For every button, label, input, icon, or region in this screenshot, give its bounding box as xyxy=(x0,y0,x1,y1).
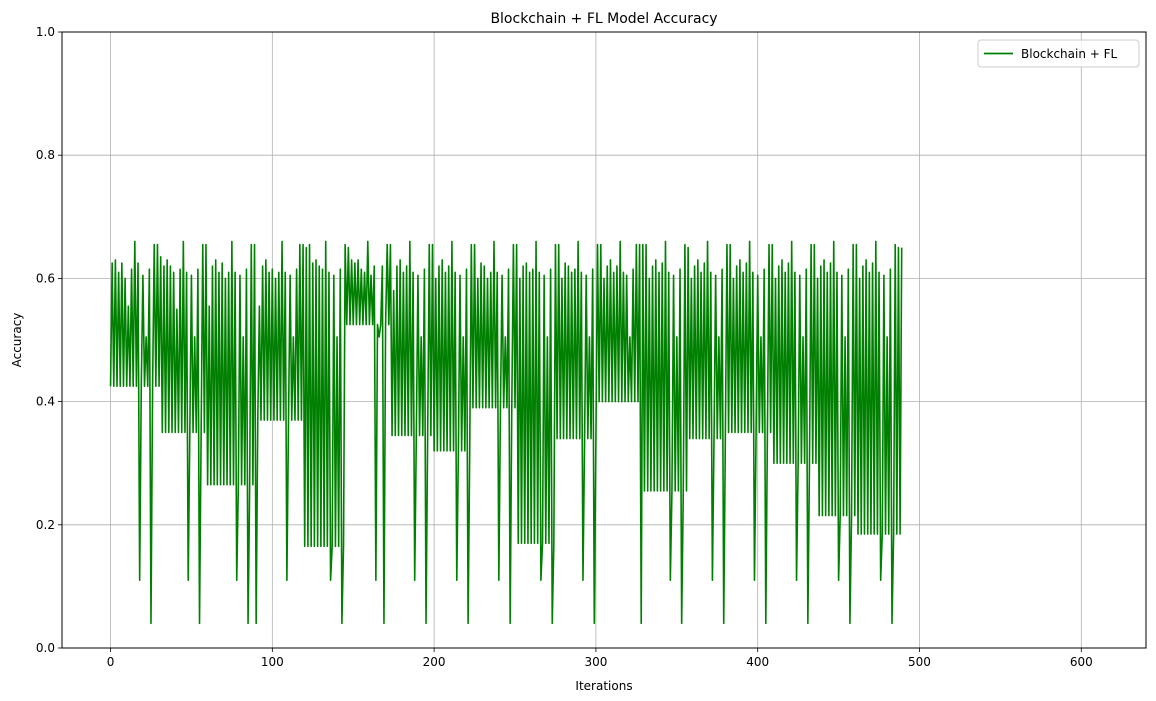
y-tick-label: 0.0 xyxy=(36,641,55,655)
legend-entry-label: Blockchain + FL xyxy=(1021,47,1118,61)
y-tick-label: 1.0 xyxy=(36,25,55,39)
y-tick-label: 0.4 xyxy=(36,395,55,409)
series-line-blockchain-fl xyxy=(109,240,903,625)
y-tick-label: 0.6 xyxy=(36,271,55,285)
y-tick-label: 0.8 xyxy=(36,148,55,162)
series-layer xyxy=(109,240,903,625)
plot-area-frame xyxy=(61,31,1147,649)
axis-ticks: 0 100 200 300 400 500 600 0.0 0.2 0.4 0.6 0.8 1.0 xyxy=(36,25,1093,669)
x-tick-label: 300 xyxy=(584,655,607,669)
x-tick-label: 100 xyxy=(261,655,284,669)
y-axis-label: Accuracy xyxy=(10,313,24,368)
x-tick-label: 600 xyxy=(1070,655,1093,669)
x-tick-label: 0 xyxy=(107,655,115,669)
legend-box xyxy=(977,39,1140,68)
x-tick-label: 400 xyxy=(746,655,769,669)
chart-title: Blockchain + FL Model Accuracy xyxy=(490,11,717,27)
y-tick-label: 0.2 xyxy=(36,518,55,532)
x-axis-label: Iterations xyxy=(575,679,632,693)
legend: Blockchain + FL xyxy=(977,39,1140,68)
x-tick-label: 500 xyxy=(908,655,931,669)
x-tick-label: 200 xyxy=(423,655,446,669)
